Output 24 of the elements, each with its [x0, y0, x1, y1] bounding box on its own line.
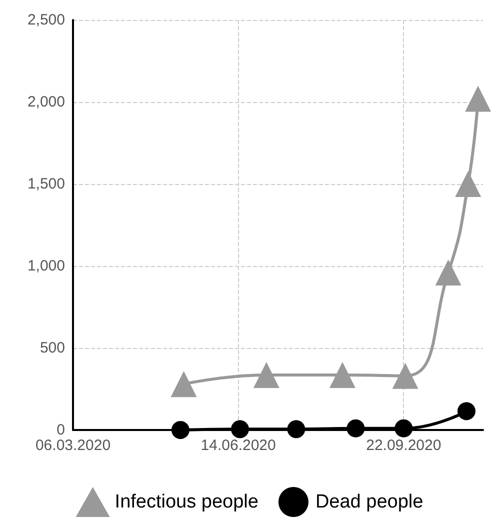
y-tick-label: 0	[56, 422, 65, 438]
point	[170, 371, 197, 398]
y-tick-label: 500	[40, 340, 65, 356]
point	[465, 86, 491, 112]
y-tick-label: 1,000	[27, 258, 65, 274]
point	[253, 362, 280, 388]
point	[171, 421, 190, 439]
point	[346, 419, 365, 438]
point	[455, 171, 482, 197]
point	[394, 419, 413, 438]
point	[287, 420, 306, 438]
y-tick-label: 2,500	[27, 12, 65, 28]
x-tick-label: 06.03.2020	[35, 437, 111, 454]
x-tick-label: 22.09.2020	[366, 437, 442, 454]
point	[435, 260, 462, 286]
y-tick-label: 1,500	[27, 176, 65, 192]
y-tick-label: 2,000	[27, 94, 65, 110]
point	[329, 362, 356, 388]
legend-label: Dead people	[315, 492, 424, 512]
point	[392, 362, 418, 389]
point	[230, 420, 249, 438]
point	[457, 402, 476, 420]
x-tick-label: 14.06.2020	[200, 437, 276, 454]
legend-label: Infectious people	[114, 492, 258, 512]
